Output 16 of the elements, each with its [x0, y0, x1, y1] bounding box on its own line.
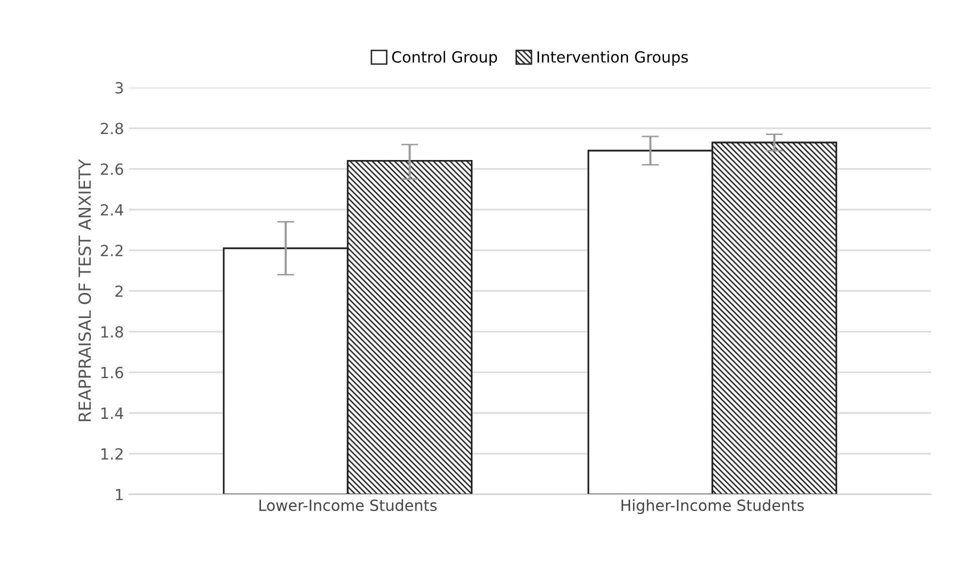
- y-tick-label: 2.8: [100, 122, 124, 134]
- y-tick-label: 2: [115, 285, 123, 297]
- y-axis-title: REAPPRAISAL OF TEST ANXIETY: [78, 159, 91, 422]
- y-tick-label: 2.2: [100, 244, 123, 256]
- x-tick-label: Lower-Income Students: [259, 499, 437, 512]
- y-tick-label: 1.8: [101, 326, 124, 338]
- y-tick-label: 2.4: [100, 204, 124, 216]
- y-tick-label: 1.2: [101, 448, 123, 460]
- y-tick-label: 2.6: [100, 163, 124, 175]
- x-tick-label: Higher-Income Students: [622, 499, 804, 514]
- y-tick-label: 1.4: [101, 408, 124, 419]
- y-tick-label: 3: [116, 82, 123, 94]
- legend-label: Intervention Groups: [538, 50, 688, 66]
- legend-label: Control Group: [392, 50, 498, 66]
- y-tick-label: 1.6: [101, 366, 124, 378]
- y-tick-label: 1: [116, 489, 123, 500]
